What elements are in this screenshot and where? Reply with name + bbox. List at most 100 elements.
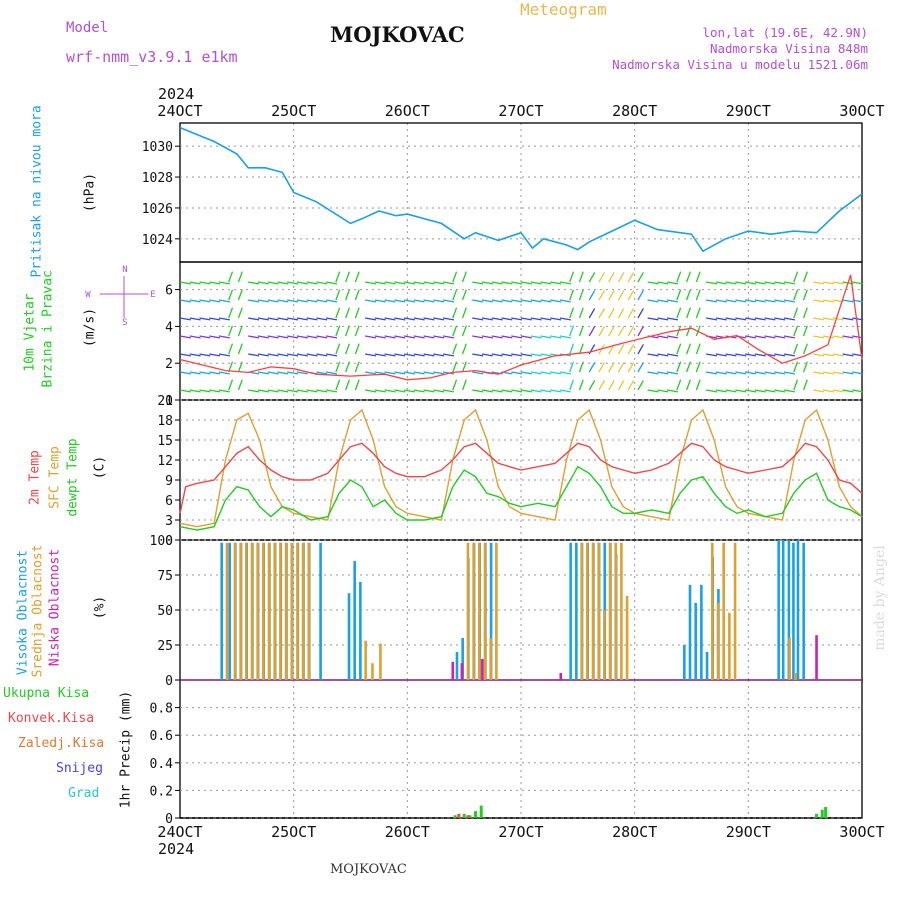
cloud-bar xyxy=(787,540,791,680)
wind-barb xyxy=(578,307,584,319)
wind-barb xyxy=(813,389,825,393)
wind-barb xyxy=(725,299,737,303)
wind-barb xyxy=(744,299,757,303)
wind-barb xyxy=(199,353,211,357)
wind-barb xyxy=(199,299,211,303)
wind-barb xyxy=(491,299,503,303)
wind-barb xyxy=(540,299,552,303)
wind-barb xyxy=(461,361,467,373)
wind-barb xyxy=(744,353,757,357)
y-tick-label: 0.2 xyxy=(150,784,173,799)
y-tick-label: 0 xyxy=(165,674,173,689)
wind-barb xyxy=(842,371,854,375)
wind-barb xyxy=(452,343,458,355)
wind-barb xyxy=(559,389,571,393)
wind-barb xyxy=(345,271,351,283)
wind-barb xyxy=(472,371,484,375)
wind-barb xyxy=(617,380,625,391)
wind-barb xyxy=(735,281,747,285)
wind-barb xyxy=(832,353,844,357)
wind-barb xyxy=(403,281,416,285)
wind-barb xyxy=(802,271,808,283)
wind-barb xyxy=(822,389,834,393)
wind-barb xyxy=(725,353,737,357)
y-tick-label: 3 xyxy=(165,514,173,529)
cloud-bar xyxy=(788,638,791,680)
wind-barb xyxy=(657,299,669,303)
wind-barb xyxy=(179,299,191,303)
cloud-bar xyxy=(608,542,612,680)
wind-barb xyxy=(657,389,669,393)
cloud-bar xyxy=(228,542,231,680)
wind-barb xyxy=(822,317,834,321)
wind-barb xyxy=(345,343,351,355)
wind-barb xyxy=(365,317,377,321)
wind-barb xyxy=(442,281,455,285)
wind-barb xyxy=(296,281,308,285)
cloud-bar xyxy=(694,603,697,680)
wind-barb xyxy=(354,289,360,301)
x-tick-label-bottom: 28OCT xyxy=(612,823,657,841)
wind-barb xyxy=(617,290,625,301)
wind-barb xyxy=(842,353,854,357)
wind-barb xyxy=(199,371,211,375)
wind-barb xyxy=(326,281,338,285)
wind-barb xyxy=(686,307,692,319)
temp2m-line xyxy=(179,442,863,514)
wind-barb xyxy=(559,371,571,375)
wind-barb xyxy=(335,271,341,283)
wind-barb xyxy=(559,299,571,303)
wind-barb xyxy=(832,335,844,339)
wind-barb xyxy=(520,335,532,339)
wind-barb xyxy=(335,325,341,337)
wind-barb xyxy=(316,353,328,357)
wind-barb xyxy=(442,353,455,357)
wind-barb xyxy=(442,317,455,321)
wind-barb xyxy=(774,299,786,303)
wind-barb xyxy=(374,389,386,393)
wind-barb xyxy=(569,361,575,373)
wind-barb xyxy=(813,299,825,303)
x-tick-label-top: 26OCT xyxy=(385,102,430,120)
wind-barb xyxy=(530,281,542,285)
wind-barb xyxy=(783,299,796,303)
wind-barb xyxy=(189,299,201,303)
cloud-bar xyxy=(792,542,795,680)
wind-barb xyxy=(676,361,682,373)
wind-barb xyxy=(189,389,201,393)
wind-barb xyxy=(423,299,435,303)
wind-barb xyxy=(209,389,221,393)
wind-barb xyxy=(218,371,230,375)
wind-barb xyxy=(491,353,503,357)
wind-barb xyxy=(569,379,575,391)
cloud-bar xyxy=(489,638,492,680)
wind-barb xyxy=(832,317,844,321)
wind-barb xyxy=(472,389,484,393)
wind-barb xyxy=(735,389,747,393)
wind-barb xyxy=(511,371,523,375)
wind-barb xyxy=(277,389,289,393)
wind-barb xyxy=(540,353,552,357)
wind-barb xyxy=(179,371,191,375)
wind-barb xyxy=(423,317,435,321)
wind-barb xyxy=(657,371,669,375)
wind-barb xyxy=(237,361,243,373)
cloud-bar xyxy=(233,542,237,680)
wind-barb xyxy=(306,299,318,303)
wind-barb xyxy=(735,317,747,321)
cloud-bar xyxy=(683,645,686,680)
wind-barb xyxy=(423,353,435,357)
wind-barb xyxy=(764,299,776,303)
wind-barb xyxy=(452,307,458,319)
wind-barb xyxy=(384,317,396,321)
wind-barb xyxy=(706,299,718,303)
wind-barb xyxy=(287,317,299,321)
wind-barb xyxy=(832,281,844,285)
cloud-bar xyxy=(267,542,271,680)
wind-barb xyxy=(520,389,532,393)
wind-barb xyxy=(423,389,435,393)
wind-barb xyxy=(199,281,211,285)
wind-barb xyxy=(413,353,425,357)
wind-barb xyxy=(461,289,467,301)
wind-barb xyxy=(277,317,289,321)
